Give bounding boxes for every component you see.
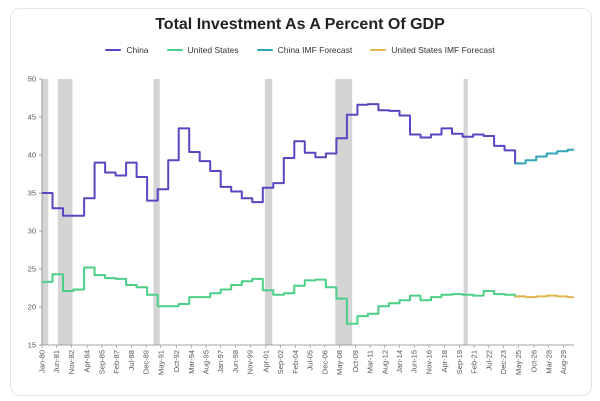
x-tick-label-33: Oct-26 xyxy=(530,350,539,373)
recession-band-1 xyxy=(57,79,73,345)
x-tick-label-21: Oct-09 xyxy=(351,350,360,373)
x-tick-label-23: Aug-12 xyxy=(380,350,389,374)
y-tick-label-5: 40 xyxy=(28,151,36,160)
chart-title: Total Investment As A Percent Of GDP xyxy=(155,16,445,33)
x-tick-label-5: Feb-87 xyxy=(112,350,121,374)
x-tick-label-26: Nov-16 xyxy=(424,350,433,374)
legend-item-china: China xyxy=(105,45,149,55)
recession-band-2 xyxy=(153,79,160,345)
y-tick-label-1: 20 xyxy=(28,303,36,312)
recession-band-0 xyxy=(42,79,49,345)
legend-item-china-forecast: China IMF Forecast xyxy=(256,45,353,55)
series-line-china-imf-forecast xyxy=(515,148,574,165)
legend-swatch-china-forecast xyxy=(256,48,273,52)
x-tick-label-24: Jan-14 xyxy=(395,350,404,373)
x-tick-label-12: Jan-97 xyxy=(216,350,225,373)
recession-band-3 xyxy=(264,79,273,345)
y-tick-label-0: 15 xyxy=(28,341,36,350)
y-tick-label-2: 25 xyxy=(28,265,36,274)
legend-label-us-forecast: United States IMF Forecast xyxy=(391,45,495,55)
x-tick-label-19: Dec-06 xyxy=(320,350,329,374)
x-tick-label-31: Dec-23 xyxy=(499,350,508,374)
x-tick-label-16: Sep-02 xyxy=(276,350,285,374)
x-tick-label-7: Dec-89 xyxy=(142,350,151,374)
chart-legend: China United States China IMF Forecast U… xyxy=(0,45,600,55)
x-tick-label-29: Feb-21 xyxy=(470,350,479,374)
x-tick-label-0: Jan-80 xyxy=(38,350,47,373)
y-tick-label-3: 30 xyxy=(28,227,36,236)
y-tick-label-7: 50 xyxy=(28,75,36,84)
legend-item-us-forecast: United States IMF Forecast xyxy=(370,45,495,55)
x-tick-label-17: Feb-04 xyxy=(291,350,300,374)
x-tick-label-3: Apr-84 xyxy=(83,350,92,373)
chart-card xyxy=(10,8,592,396)
x-tick-label-28: Sep-19 xyxy=(455,350,464,374)
x-tick-label-15: Apr-01 xyxy=(261,350,270,373)
x-tick-label-30: Jul-22 xyxy=(484,350,493,370)
y-tick-label-6: 45 xyxy=(28,113,36,122)
x-tick-label-8: May-91 xyxy=(156,350,165,375)
x-tick-label-25: Jun-15 xyxy=(410,350,419,373)
recession-band-5 xyxy=(463,79,468,345)
series-line-united-states-imf-forecast xyxy=(515,294,574,299)
x-tick-label-1: Jun-81 xyxy=(52,350,61,373)
y-tick-label-4: 35 xyxy=(28,189,36,198)
legend-swatch-china xyxy=(105,48,122,52)
x-tick-label-2: Nov-82 xyxy=(67,350,76,374)
x-tick-label-32: May-25 xyxy=(514,350,523,375)
x-tick-label-34: Mar-28 xyxy=(544,350,553,374)
legend-label-china-forecast: China IMF Forecast xyxy=(277,45,353,55)
legend-item-united-states: United States xyxy=(166,45,239,55)
series-line-united-states xyxy=(42,266,522,325)
x-tick-label-35: Aug-29 xyxy=(559,350,568,374)
x-tick-label-10: Mar-94 xyxy=(187,350,196,374)
x-tick-label-13: Jun-98 xyxy=(231,350,240,373)
x-tick-label-20: May-08 xyxy=(335,350,344,375)
x-tick-label-18: Jul-05 xyxy=(306,350,315,370)
legend-swatch-us-forecast xyxy=(370,48,387,52)
x-tick-label-6: Jul-88 xyxy=(127,350,136,370)
legend-label-china: China xyxy=(126,45,149,55)
legend-swatch-united-states xyxy=(166,48,183,52)
x-tick-label-11: Aug-95 xyxy=(202,350,211,374)
recession-band-4 xyxy=(335,79,353,345)
x-tick-label-14: Nov-99 xyxy=(246,350,255,374)
legend-label-united-states: United States xyxy=(187,45,239,55)
series-line-china xyxy=(42,103,522,217)
x-tick-label-22: Mar-11 xyxy=(366,350,375,373)
x-tick-label-9: Oct-92 xyxy=(172,350,181,373)
x-tick-label-27: Apr-18 xyxy=(440,350,449,373)
x-tick-label-4: Sep-85 xyxy=(97,350,106,374)
